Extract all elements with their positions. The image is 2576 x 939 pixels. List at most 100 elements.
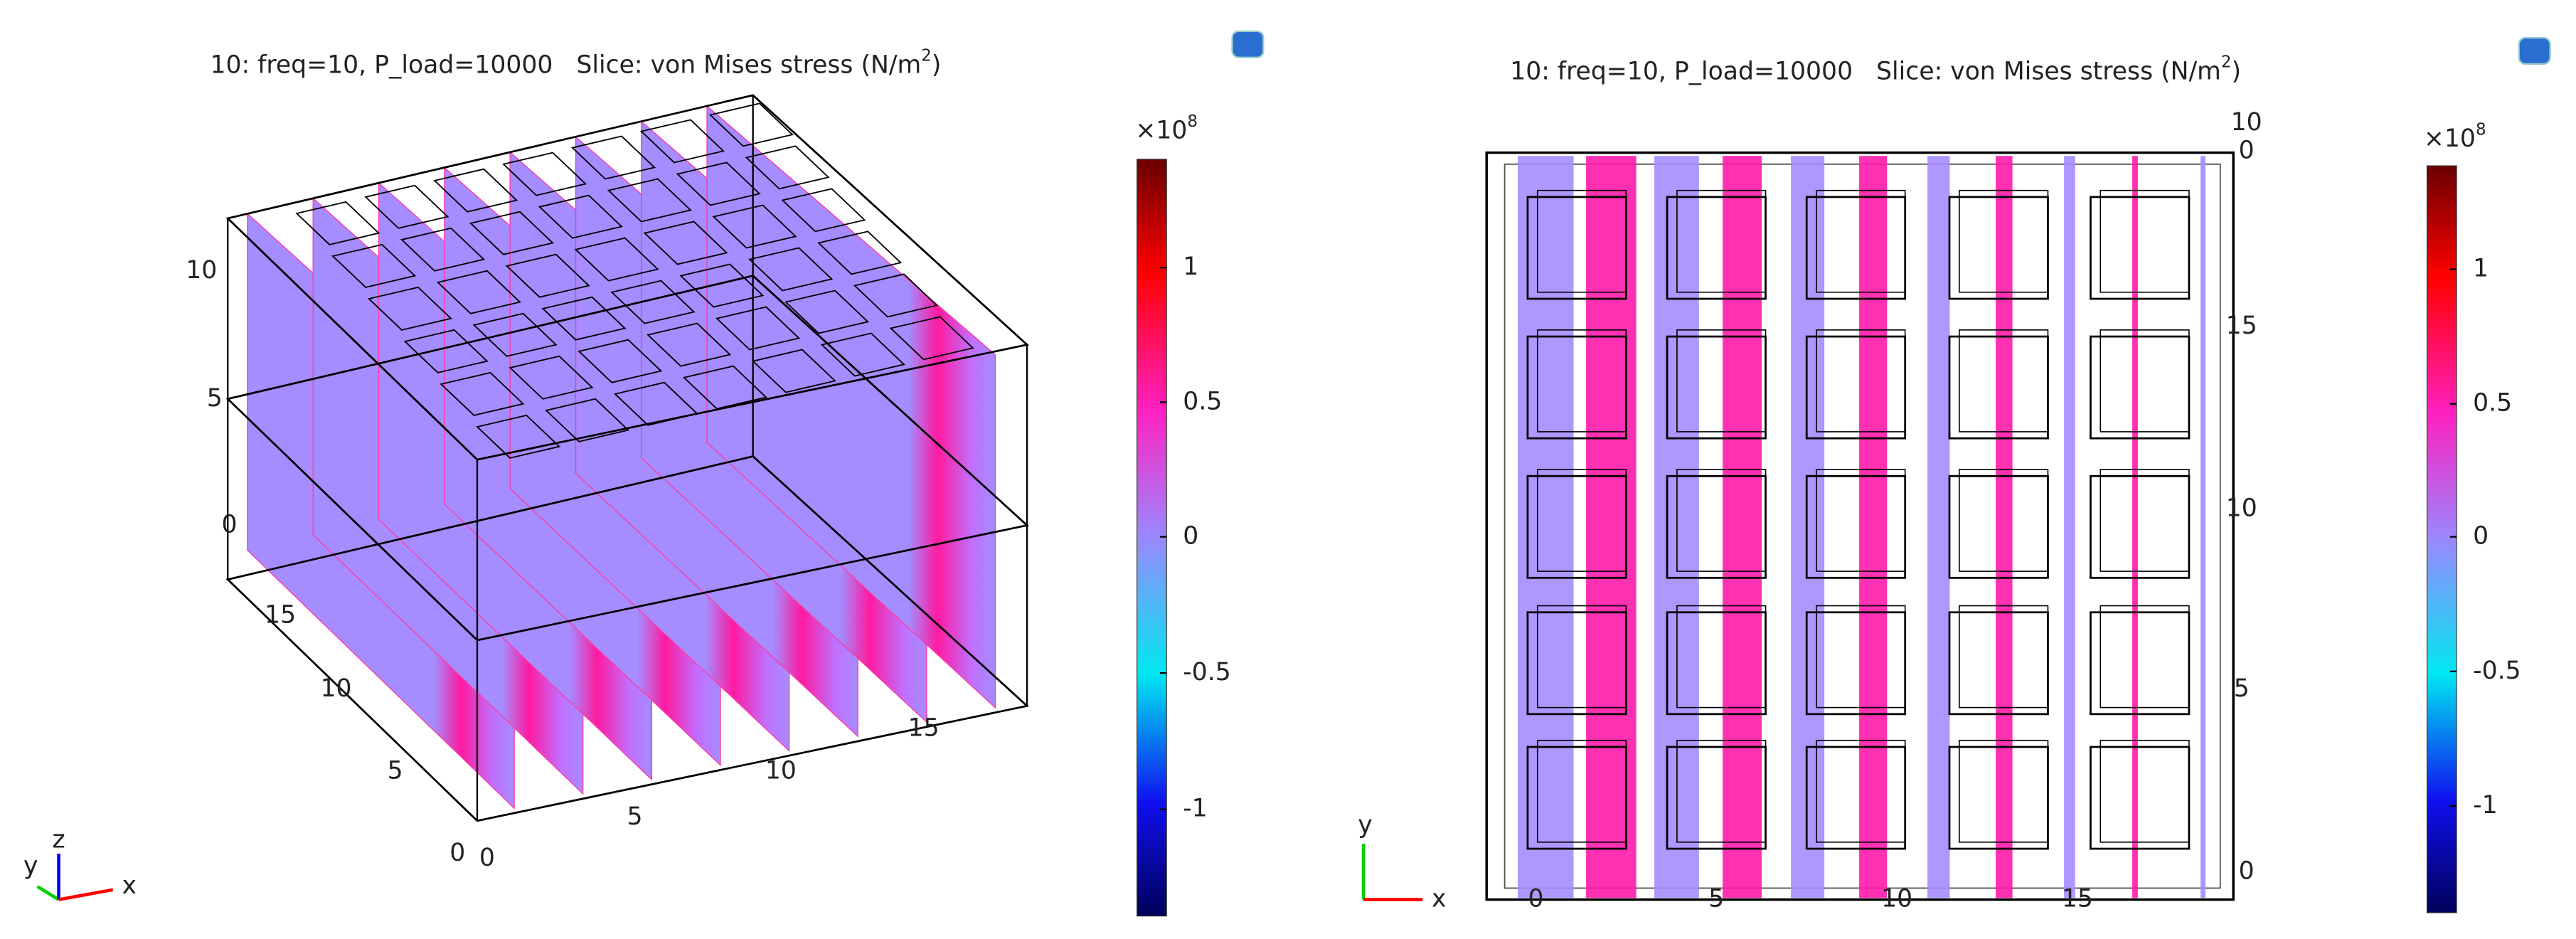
- cell: [1536, 605, 1627, 709]
- cell: [538, 194, 623, 239]
- axis-tick-label: 15: [265, 600, 296, 629]
- cell: [817, 230, 903, 275]
- left-model: [225, 94, 1030, 822]
- cell: [1676, 469, 1767, 572]
- axis-tick-label: 15: [908, 714, 940, 743]
- cell: [440, 371, 525, 416]
- axis-tick-label: 0: [1528, 885, 1543, 913]
- cell: [1536, 469, 1627, 572]
- cell: [476, 414, 561, 459]
- slice: [1859, 156, 1888, 898]
- colorbar-multiplier: ×108: [2424, 120, 2486, 153]
- cell: [784, 290, 870, 334]
- colorbar-tick-label: 0: [2473, 522, 2489, 551]
- title-text: 10: freq=10, P_load=10000 Slice: von Mis…: [211, 51, 922, 79]
- cell: [2099, 469, 2190, 572]
- cell: [1816, 605, 1906, 709]
- slice: [1996, 156, 2013, 898]
- cell: [1959, 329, 2049, 433]
- cell: [2090, 611, 2191, 716]
- cell: [545, 398, 630, 442]
- cell: [676, 161, 761, 206]
- cell: [509, 355, 594, 400]
- axis-tick-label: 10: [765, 757, 797, 785]
- colorbar-tick-label: 1: [1183, 253, 1198, 281]
- cell: [2090, 335, 2191, 440]
- cell: [2099, 189, 2190, 293]
- slice: [1791, 156, 1825, 898]
- axis-tick-label: 15: [2062, 885, 2093, 913]
- cell: [1959, 739, 2049, 843]
- cell: [400, 227, 486, 272]
- cell: [610, 280, 696, 324]
- axis-tick-label: 10: [1881, 885, 1912, 913]
- axis-tick-label: 10: [321, 674, 352, 703]
- axis-tick-label: 5: [207, 384, 223, 413]
- colorbar-multiplier: ×108: [1135, 112, 1198, 144]
- cell: [1536, 739, 1627, 843]
- colorbar-tick-label: 1: [2473, 254, 2489, 282]
- cell: [295, 201, 380, 245]
- cell: [1676, 189, 1767, 293]
- axis-tick-label: 0: [479, 844, 495, 872]
- cell: [1536, 329, 1627, 433]
- triad-axis: [58, 888, 114, 901]
- cell: [505, 253, 590, 298]
- cell: [502, 152, 587, 196]
- right-model: [1485, 151, 2235, 901]
- slice: [2132, 156, 2138, 898]
- cell: [1676, 605, 1767, 709]
- cell: [1816, 329, 1906, 433]
- cell: [781, 188, 866, 233]
- cell: [2099, 605, 2190, 709]
- slice: [2200, 156, 2205, 898]
- colorbar-tick-label: 0.5: [2473, 389, 2512, 418]
- cell: [745, 145, 830, 190]
- triad-label: x: [1432, 885, 1446, 913]
- cell: [541, 296, 627, 341]
- axis-tick-label: 5: [1708, 885, 1724, 913]
- cell: [1816, 739, 1906, 843]
- axis-tick-label: 5: [627, 802, 643, 831]
- cell: [1959, 189, 2049, 293]
- exponent: 8: [1187, 112, 1198, 130]
- cell: [436, 270, 521, 314]
- triad-label: z: [52, 826, 65, 854]
- triad-label: y: [1358, 811, 1372, 839]
- colorbar-tick-label: -1: [2473, 791, 2498, 819]
- axis-tick-label: 0: [222, 510, 238, 539]
- colorbar-tick-label: -1: [1183, 795, 1208, 823]
- cell: [712, 204, 797, 249]
- cell: [1816, 189, 1906, 293]
- cell: [2090, 196, 2191, 300]
- axis-tick-label: 10: [2231, 108, 2262, 137]
- view-icon[interactable]: [2518, 36, 2551, 65]
- cell: [367, 286, 452, 331]
- cell: [682, 365, 768, 410]
- cell: [715, 306, 801, 351]
- cell: [403, 329, 489, 373]
- triad-label: y: [23, 852, 38, 880]
- cell: [2099, 329, 2190, 433]
- cell: [639, 119, 725, 164]
- cell: [331, 243, 417, 288]
- axis-tick-label: 5: [388, 757, 403, 785]
- cell: [751, 349, 836, 393]
- view-icon[interactable]: [1231, 30, 1265, 58]
- slice: [1586, 156, 1636, 898]
- axis-tick-label: 0: [2239, 856, 2255, 885]
- cell: [748, 247, 834, 292]
- cell: [574, 237, 659, 282]
- cell: [607, 178, 692, 223]
- multiplier: ×10: [2424, 124, 2476, 153]
- cell: [889, 316, 974, 361]
- cell: [1816, 469, 1906, 572]
- axis-tick-label: 10: [186, 256, 217, 285]
- cell: [820, 332, 905, 377]
- colorbar-tick-label: 0.5: [1183, 387, 1222, 415]
- exponent: 8: [2476, 120, 2486, 139]
- title-sup: 2: [921, 46, 932, 65]
- cell: [2090, 474, 2191, 579]
- title-text: 10: freq=10, P_load=10000 Slice: von Mis…: [1510, 58, 2221, 86]
